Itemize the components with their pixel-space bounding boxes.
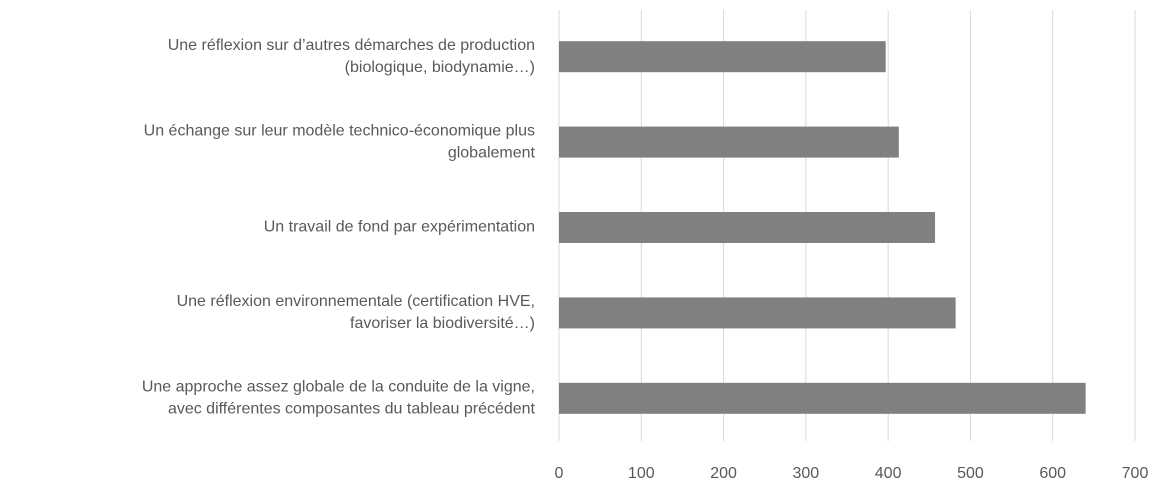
x-tick-label: 500 — [957, 465, 984, 482]
x-tick-label: 600 — [1039, 465, 1066, 482]
bar — [559, 212, 936, 243]
bar — [559, 126, 899, 158]
bar — [559, 297, 956, 329]
x-tick-label: 200 — [710, 465, 737, 482]
y-tick-label: Une réflexion environnementale (certific… — [177, 293, 535, 310]
y-tick-label: (biologique, biodynamie…) — [345, 59, 535, 76]
x-tick-label: 100 — [628, 465, 655, 482]
y-tick-label: Une réflexion sur d’autres démarches de … — [168, 37, 535, 54]
y-tick-label: Une approche assez globale de la conduit… — [142, 379, 535, 396]
x-tick-label: 700 — [1122, 465, 1149, 482]
bar — [559, 382, 1086, 414]
x-tick-label: 0 — [555, 465, 564, 482]
x-tick-label: 300 — [793, 465, 820, 482]
y-tick-label: avec différentes composantes du tableau … — [168, 401, 536, 418]
y-tick-label: globalement — [448, 144, 536, 161]
y-tick-label: favoriser la biodiversité…) — [350, 315, 535, 332]
x-tick-label: 400 — [875, 465, 902, 482]
bar — [559, 41, 886, 73]
y-tick-label: Un échange sur leur modèle technico-écon… — [144, 122, 535, 139]
y-tick-label: Un travail de fond par expérimentation — [264, 219, 535, 236]
